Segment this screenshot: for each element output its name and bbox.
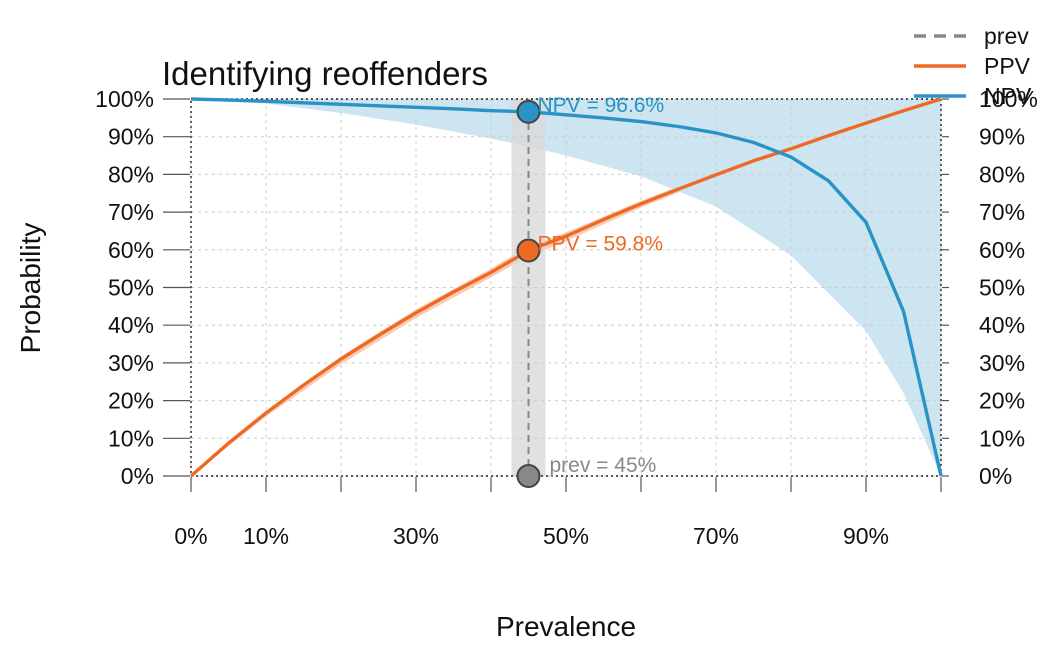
x-tick-label: 0% (174, 523, 207, 549)
y-tick-label-right: 90% (979, 124, 1025, 150)
y-tick-label-right: 40% (979, 312, 1025, 338)
y-tick-label: 70% (108, 199, 154, 225)
x-tick-label: 30% (393, 523, 439, 549)
y-tick-label-right: 100% (979, 86, 1038, 112)
point-label-npv: NPV = 96.6% (538, 94, 665, 117)
plot-layer: 0% 0% 10% 10% 20% 20% 30% 30% 40% 40% 50% 50% 60% 60%… (95, 86, 1038, 549)
y-axis-label: Probability (15, 223, 46, 354)
y-tick-label: 0% (121, 463, 154, 489)
chart-title: Identifying reoffenders (162, 55, 488, 92)
point-ppv (516, 238, 541, 263)
y-tick-label: 80% (108, 161, 154, 187)
legend-label-prev: prev (984, 23, 1029, 49)
y-tick-label-right: 10% (979, 425, 1025, 451)
series-line-npv (190, 97, 943, 477)
point-label-prev: prev = 45% (550, 454, 657, 477)
legend-label-npv: NPV (984, 83, 1032, 109)
y-tick-label: 50% (108, 275, 154, 301)
point-npv (516, 99, 541, 124)
y-tick-label: 40% (108, 312, 154, 338)
x-axis-label: Prevalence (496, 611, 636, 642)
y-tick-label: 30% (108, 350, 154, 376)
band-npv (191, 99, 941, 476)
y-tick-label-right: 60% (979, 237, 1025, 263)
series-line-ppv (189, 97, 942, 478)
y-tick-label-right: 20% (979, 388, 1025, 414)
y-tick-label: 90% (108, 124, 154, 150)
point-label-ppv: PPV = 59.8% (538, 233, 664, 256)
legend-label-ppv: PPV (984, 53, 1031, 79)
y-tick-label-right: 70% (979, 199, 1025, 225)
x-tick-label: 70% (693, 523, 739, 549)
y-tick-label: 20% (108, 388, 154, 414)
legend: prev PPV NPV (914, 23, 1032, 109)
point-prev (516, 464, 541, 488)
x-tick-label: 90% (843, 523, 889, 549)
y-tick-label-right: 30% (979, 350, 1025, 376)
x-tick-label: 10% (243, 523, 289, 549)
y-tick-label-right: 80% (979, 161, 1025, 187)
y-tick-label-right: 50% (979, 275, 1025, 301)
plot-frame (190, 98, 942, 477)
y-tick-label: 10% (108, 425, 154, 451)
y-tick-label: 100% (95, 86, 154, 112)
y-tick-label: 60% (108, 237, 154, 263)
y-tick-label-right: 0% (979, 463, 1012, 489)
x-tick-label: 50% (543, 523, 589, 549)
